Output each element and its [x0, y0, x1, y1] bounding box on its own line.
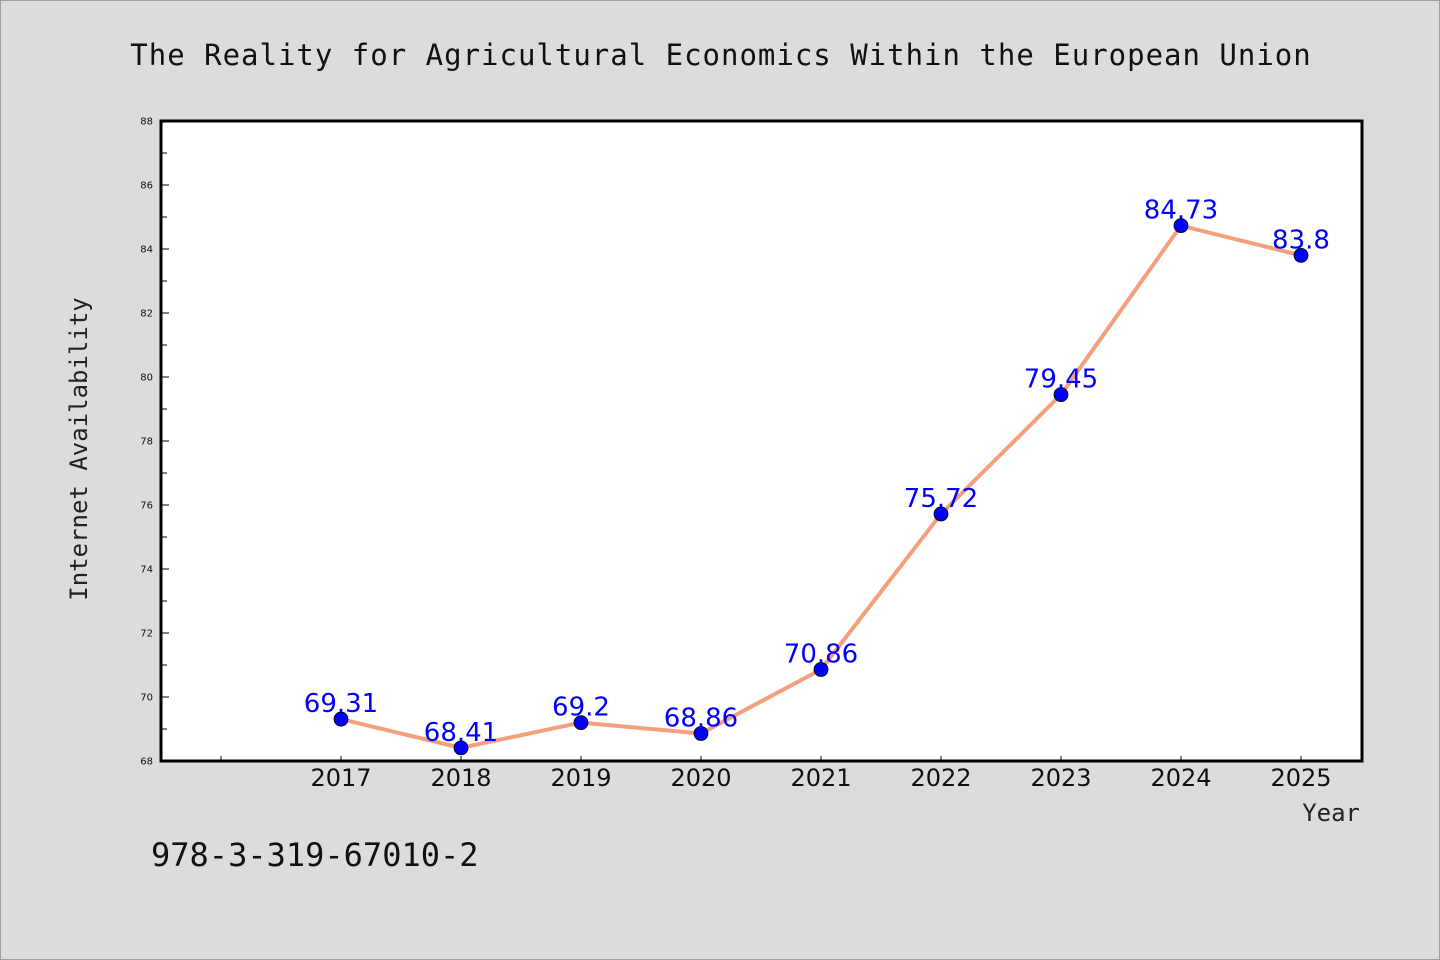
data-label-layer: 69.31 68.41 69.2 68.86 70.86 75.72 79.45 84.73 8… — [304, 196, 1330, 748]
y-tick-label: 76 — [140, 501, 153, 512]
data-label: 83.8 — [1272, 225, 1330, 255]
y-axis-label: Internet Availability — [65, 297, 93, 600]
data-label: 79.45 — [1024, 365, 1098, 395]
y-tick-label: 78 — [140, 437, 153, 448]
data-label: 68.86 — [664, 703, 738, 733]
data-point — [1173, 218, 1189, 234]
data-label: 69.2 — [552, 693, 610, 723]
data-point — [453, 740, 469, 756]
y-tick-label: 88 — [140, 117, 153, 128]
y-tick-label: 68 — [140, 757, 153, 768]
plot-area — [159, 119, 1364, 763]
chart-title: The Reality for Agricultural Economics W… — [130, 38, 1311, 72]
y-tick-label: 82 — [140, 309, 153, 320]
data-point — [813, 662, 829, 677]
isbn-code: 978-3-319-67010-2 — [151, 836, 479, 874]
data-point — [693, 726, 709, 741]
data-point — [1293, 247, 1309, 263]
x-tick-label: 2022 — [910, 764, 971, 792]
x-tick-label: 2023 — [1030, 764, 1091, 792]
x-tick-label: 2018 — [430, 764, 491, 792]
y-tick-label: 74 — [140, 565, 153, 576]
x-tick-label: 2017 — [310, 764, 371, 792]
x-tick-label: 2025 — [1270, 764, 1331, 792]
y-tick-label: 80 — [140, 373, 153, 384]
data-point — [333, 711, 349, 727]
y-tick-label: 70 — [140, 693, 153, 704]
x-tick-label: 2024 — [1150, 764, 1211, 792]
data-label: 70.86 — [784, 639, 858, 669]
x-tick-label: 2020 — [670, 764, 731, 792]
x-axis-label: Year — [1302, 799, 1360, 827]
y-axis: 68 70 72 74 76 78 80 82 84 86 88 — [140, 117, 169, 768]
x-axis: 2017 2018 2019 2020 2021 2022 2023 2024 2025 — [220, 756, 1332, 792]
y-tick-label: 86 — [140, 181, 153, 192]
x-tick-label: 2021 — [790, 764, 851, 792]
y-tick-label: 72 — [140, 629, 153, 640]
series-layer — [333, 218, 1309, 756]
data-label: 69.31 — [304, 689, 378, 719]
data-point — [1053, 387, 1069, 403]
data-label: 75.72 — [904, 484, 978, 514]
data-point — [573, 715, 589, 730]
data-label: 84.73 — [1144, 196, 1218, 226]
y-tick-label: 84 — [140, 245, 153, 256]
data-label: 68.41 — [424, 718, 498, 748]
x-tick-label: 2019 — [550, 764, 611, 792]
data-point — [933, 506, 949, 522]
